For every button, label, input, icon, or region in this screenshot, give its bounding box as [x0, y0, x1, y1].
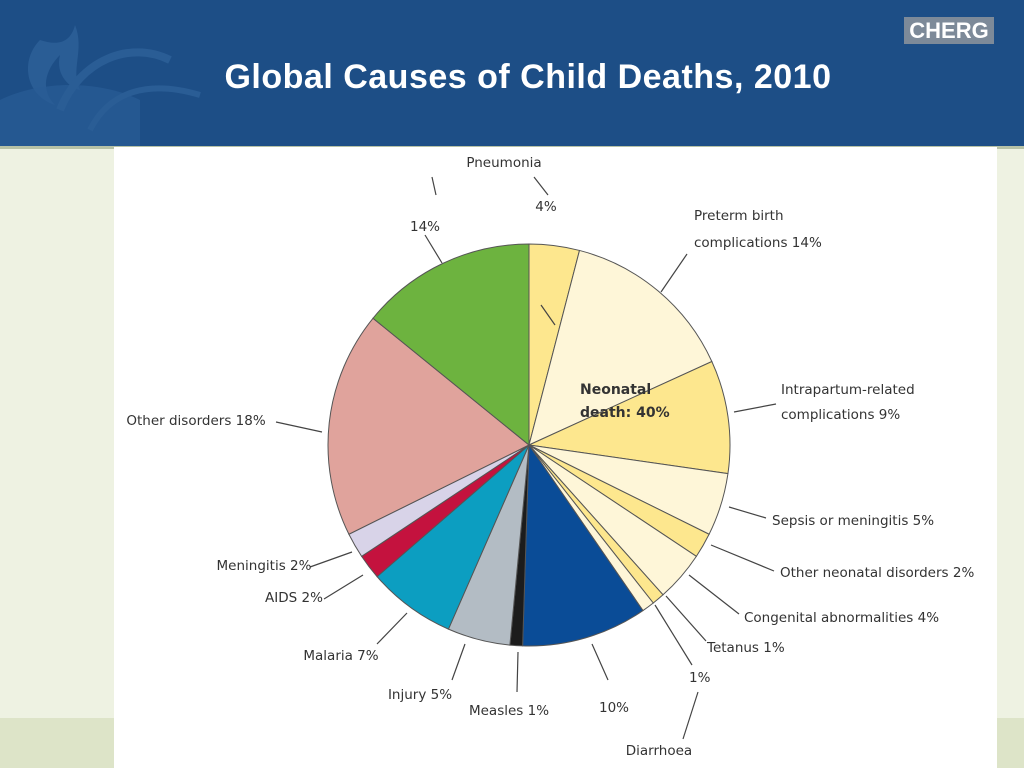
slice-label-congenital-abnormalities: Congenital abnormalities 4% [744, 610, 939, 626]
leader-line-diarrhoea [591, 643, 609, 681]
slice-label-diarrhoea: 10% [599, 700, 629, 716]
leader-line-injury [451, 643, 466, 681]
pie-slice-pneumonia [372, 243, 530, 447]
slide-header: Global Causes of Child Deaths, 2010 CHER… [0, 0, 1024, 146]
leader-line-pneumonia [424, 234, 443, 264]
slice-label-intrapartum-related-complications-2: complications 9% [781, 407, 900, 423]
slice-label-pneumonia-neonatal: 4% [535, 199, 557, 215]
leader-line-aids [323, 574, 364, 600]
leader-line-other-neonatal-disorders [710, 544, 775, 572]
slice-label-preterm-birth-complications-2: complications 14% [694, 235, 822, 251]
slice-label-malaria: Malaria 7% [303, 648, 378, 664]
center-label-line-1: Neonatal [580, 382, 651, 398]
slice-label-aids: AIDS 2% [265, 590, 323, 606]
chart-panel: 4% Pneumonia Preterm birth complications 14… [114, 147, 997, 768]
pie-slice-preterm-birth-complications [528, 249, 713, 446]
slice-label-other-disorders: Other disorders 18% [126, 413, 265, 429]
leader-line-preterm-birth-complications [660, 253, 688, 293]
leader-line-other-disorders [275, 421, 323, 433]
leader-line-diarrhoea-neonatal [654, 604, 693, 666]
cherg-logo: CHERG [904, 17, 994, 44]
group-label-pneumonia: Pneumonia [466, 155, 541, 171]
leader-line-tetanus [665, 595, 707, 642]
slice-label-measles: Measles 1% [469, 703, 549, 719]
leader-lines [275, 176, 777, 740]
leader-line-meningitis [309, 551, 353, 568]
group-line-diarrhoea-2 [682, 691, 699, 740]
torch-logo-watermark [0, 25, 201, 146]
center-label-line-2: death: 40% [580, 405, 670, 421]
slice-labels: 4% Pneumonia Preterm birth complications 14… [126, 155, 974, 759]
slice-label-meningitis: Meningitis 2% [217, 558, 312, 574]
leader-line-measles [516, 651, 519, 693]
group-label-diarrhoea: Diarrhoea [626, 743, 692, 759]
leader-line-malaria [376, 612, 408, 645]
pie-chart: 4% Pneumonia Preterm birth complications 14… [126, 155, 974, 759]
slice-label-sepsis-or-meningitis: Sepsis or meningitis 5% [772, 513, 934, 529]
leader-line-intrapartum-related-complications [733, 403, 777, 413]
leader-line-pneumonia-neonatal [540, 304, 556, 326]
pie-slice-diarrhoea [522, 443, 644, 647]
leader-line-congenital-abnormalities [688, 574, 740, 615]
slice-label-intrapartum-related-complications-1: Intrapartum-related [781, 382, 915, 398]
group-line-pneumonia [431, 176, 437, 196]
slice-label-injury: Injury 5% [388, 687, 452, 703]
group-line-pneumonia-2 [533, 176, 549, 196]
leader-line-sepsis-or-meningitis [728, 506, 767, 519]
slice-label-preterm-birth-complications-1: Preterm birth [694, 208, 784, 224]
slice-label-pneumonia: 14% [410, 219, 440, 235]
slice-label-other-neonatal-disorders: Other neonatal disorders 2% [780, 565, 974, 581]
slice-label-tetanus: Tetanus 1% [706, 640, 785, 656]
page-title: Global Causes of Child Deaths, 2010 [224, 58, 832, 96]
pie-slices [327, 243, 731, 647]
pie-slice-intrapartum-related-complications [527, 360, 731, 475]
slice-label-diarrhoea-neonatal: 1% [689, 670, 711, 686]
pie-slice-other-disorders [327, 317, 530, 535]
